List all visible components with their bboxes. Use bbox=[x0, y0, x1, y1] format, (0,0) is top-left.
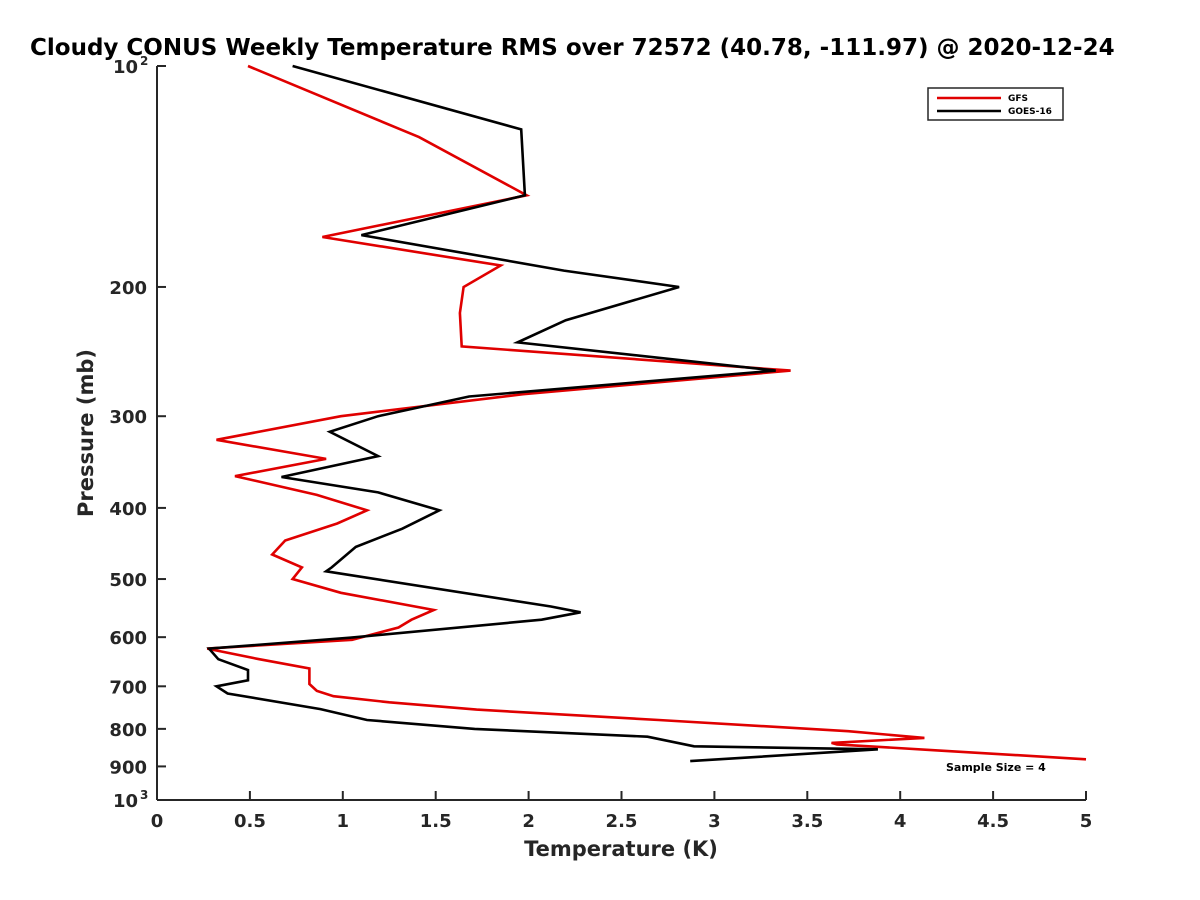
legend: GFS GOES-16 bbox=[927, 87, 1064, 121]
chart-title: Cloudy CONUS Weekly Temperature RMS over… bbox=[30, 35, 1115, 61]
y-tick-label: 200 bbox=[109, 278, 147, 299]
axes bbox=[156, 66, 1086, 801]
y-tick-label: 800 bbox=[109, 720, 147, 741]
sample-size-annotation: Sample Size = 4 bbox=[946, 761, 1046, 774]
x-tick-label: 4.5 bbox=[977, 811, 1009, 832]
y-tick-label: 900 bbox=[109, 757, 147, 778]
x-tick-label: 2 bbox=[522, 811, 535, 832]
legend-label: GFS bbox=[1008, 94, 1028, 104]
x-tick-label: 2.5 bbox=[606, 811, 638, 832]
y-axis-label: Pressure (mb) bbox=[74, 349, 98, 517]
y-tick-label: 10 bbox=[113, 791, 138, 812]
series-line-goes-16 bbox=[206, 64, 878, 763]
x-tick-label: 5 bbox=[1080, 811, 1093, 832]
x-tick-label: 3.5 bbox=[791, 811, 823, 832]
y-tick-label: 400 bbox=[109, 499, 147, 520]
x-tick-label: 0 bbox=[151, 811, 164, 832]
x-tick-label: 1.5 bbox=[420, 811, 452, 832]
x-tick-label: 1 bbox=[337, 811, 350, 832]
x-tick-label: 3 bbox=[708, 811, 721, 832]
x-tick-label: 4 bbox=[894, 811, 907, 832]
y-tick-label: 700 bbox=[109, 677, 147, 698]
series-line-gfs bbox=[206, 64, 1087, 761]
y-tick-exponent: 3 bbox=[140, 788, 148, 802]
x-axis-label: Temperature (K) bbox=[524, 837, 718, 861]
y-tick-label: 500 bbox=[109, 570, 147, 591]
y-tick-label: 10 bbox=[113, 57, 138, 78]
legend-box bbox=[927, 87, 1064, 121]
y-tick-exponent: 2 bbox=[140, 54, 148, 68]
legend-label: GOES-16 bbox=[1008, 107, 1052, 117]
y-tick-label: 600 bbox=[109, 628, 147, 649]
x-axis-ticks: 0 0.5 1 1.5 2 2.5 3 3.5 4 4.5 5 bbox=[151, 791, 1093, 832]
y-tick-label: 300 bbox=[109, 407, 147, 428]
x-tick-label: 0.5 bbox=[234, 811, 266, 832]
